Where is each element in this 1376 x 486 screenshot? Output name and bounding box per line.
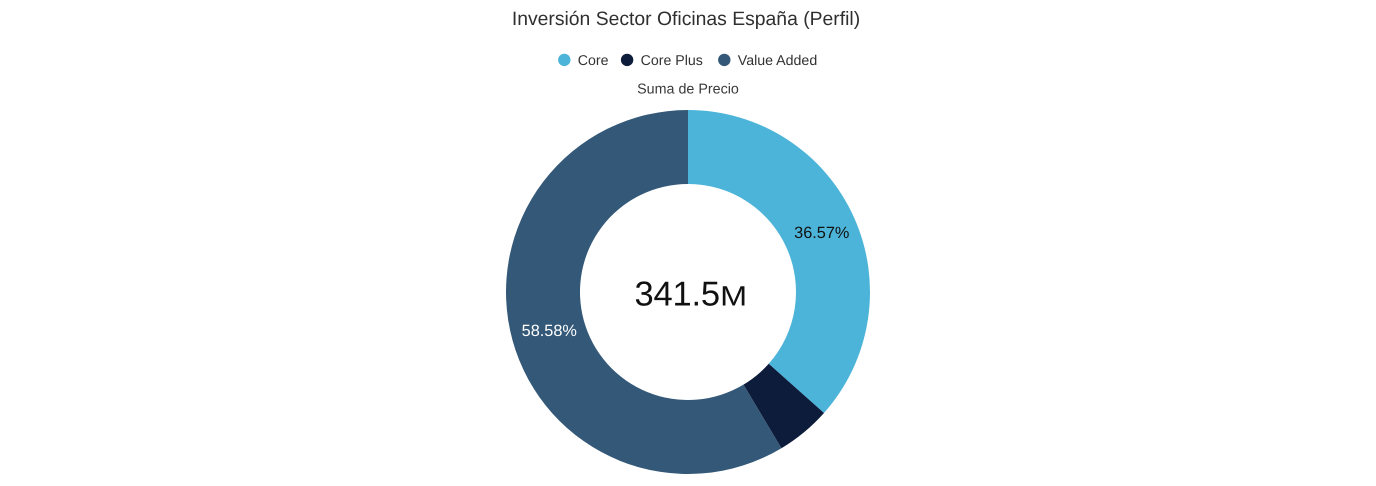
svg-text:M: M bbox=[720, 280, 747, 311]
svg-text:58.58%: 58.58% bbox=[522, 322, 577, 340]
svg-text:Inversión Sector Oficinas Espa: Inversión Sector Oficinas España (Perfil… bbox=[512, 8, 860, 30]
svg-text:Value Added: Value Added bbox=[738, 53, 817, 69]
svg-text:Core: Core bbox=[578, 53, 609, 69]
svg-text:Core Plus: Core Plus bbox=[641, 53, 703, 69]
svg-text:Suma de Precio: Suma de Precio bbox=[637, 81, 739, 97]
svg-text:36.57%: 36.57% bbox=[794, 224, 849, 242]
svg-text:341.5: 341.5 bbox=[635, 275, 720, 313]
